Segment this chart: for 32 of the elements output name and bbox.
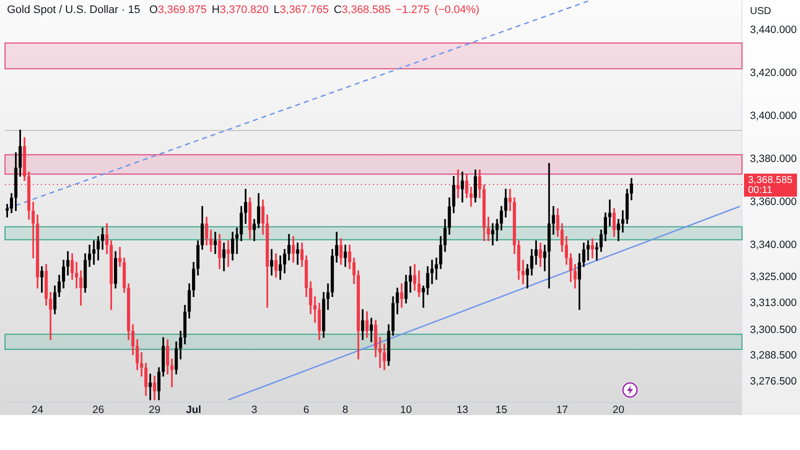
y-tick-label: 3,440.000 — [750, 24, 797, 36]
x-tick-label: 8 — [342, 404, 348, 416]
x-tick-label: 24 — [32, 404, 44, 416]
x-tick-label: 3 — [251, 404, 258, 416]
y-tick-label: 3,288.500 — [750, 350, 797, 362]
candlestick — [48, 292, 52, 340]
candlestick — [326, 283, 330, 310]
y-tick-label: 3,380.000 — [750, 152, 797, 165]
chart-title: Gold Spot / U.S. Dollar · 15 — [7, 4, 140, 16]
x-tick-label: 17 — [556, 404, 568, 416]
text: O3,369.875 H3,370.820 L3,367.765 C3,368.585 −1.275 (−0.04%) — [149, 4, 480, 16]
y-tick-label: 3,325.000 — [750, 271, 797, 284]
y-tick-label: 3,300.500 — [750, 324, 797, 336]
candlestick — [590, 238, 594, 258]
x-tick-label: 29 — [148, 404, 161, 416]
y-tick-label: 3,400.000 — [750, 110, 797, 122]
x-tick-label: Jul — [186, 404, 202, 416]
x-tick-label: 13 — [456, 404, 468, 416]
x-tick-label: 15 — [496, 404, 508, 416]
y-tick-label: 3,313.000 — [750, 297, 797, 310]
y-tick-label: 3,276.500 — [750, 375, 797, 388]
candlestick — [74, 262, 78, 288]
x-tick-label: 10 — [400, 404, 412, 416]
y-axis-title: USD — [750, 6, 772, 17]
y-tick-label: 3,360.000 — [750, 196, 797, 208]
x-tick-label: 6 — [303, 404, 310, 416]
x-tick-label: 26 — [92, 404, 104, 416]
y-tick-label: 3,420.000 — [750, 66, 797, 79]
y-tick-label: 3,340.000 — [750, 238, 797, 251]
candlestick — [430, 260, 434, 284]
ref-line-label: 3,368.585 00:11 — [748, 174, 793, 196]
x-tick-label: 20 — [612, 404, 624, 416]
